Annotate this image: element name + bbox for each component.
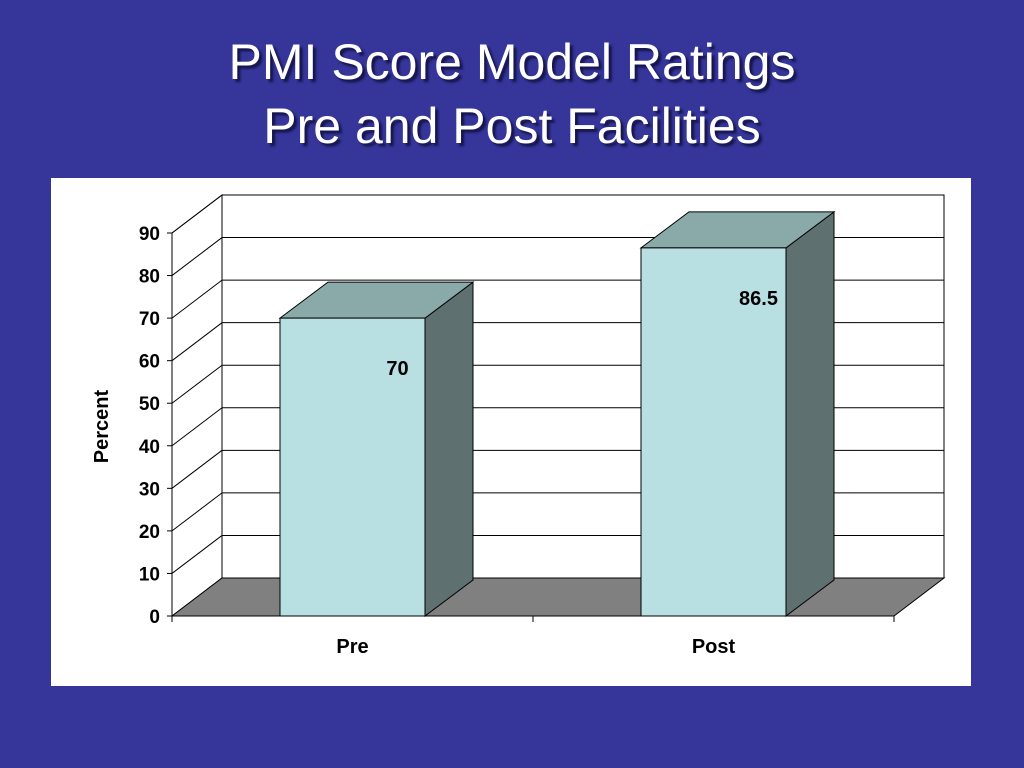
y-axis-title: Percent bbox=[91, 389, 113, 463]
bar-front-face bbox=[640, 247, 787, 617]
chart-panel: 0 10 20 30 40 50 60 70 80 90 Percent 70 Pre 86.5 Post bbox=[51, 178, 971, 686]
chart-side-wall bbox=[171, 193, 223, 618]
y-tick-label: 70 bbox=[139, 309, 160, 330]
bar-chart: 0 10 20 30 40 50 60 70 80 90 Percent 70 Pre 86.5 Post bbox=[91, 193, 946, 658]
y-tick-label: 30 bbox=[139, 479, 160, 500]
y-tick-label: 0 bbox=[149, 607, 160, 628]
bar-pre: 70 bbox=[278, 281, 475, 617]
data-label: 70 bbox=[386, 358, 408, 380]
y-tick-label: 90 bbox=[139, 224, 160, 245]
gridline-side bbox=[171, 535, 223, 574]
bar-side-face bbox=[424, 281, 474, 617]
y-tick-label: 10 bbox=[139, 564, 160, 585]
slide-title-line-2: Pre and Post Facilities bbox=[263, 98, 761, 154]
y-tick-label: 40 bbox=[139, 437, 160, 458]
slide-title: PMI Score Model Ratings Pre and Post Fac… bbox=[0, 30, 1024, 158]
gridline-side bbox=[171, 492, 223, 532]
gridline-side bbox=[171, 194, 223, 234]
y-tick-label: 60 bbox=[139, 352, 160, 373]
gridline-side bbox=[171, 322, 223, 362]
gridline-side bbox=[171, 279, 223, 319]
gridline-side bbox=[171, 407, 223, 447]
y-tick-label: 50 bbox=[139, 394, 160, 415]
bar-post: 86.5 bbox=[639, 210, 836, 617]
bar-front-face bbox=[279, 317, 426, 617]
gridline-side bbox=[171, 237, 223, 276]
gridline-side bbox=[171, 364, 223, 404]
y-tick-label: 20 bbox=[139, 522, 160, 543]
slide-title-line-1: PMI Score Model Ratings bbox=[228, 34, 796, 90]
x-category-label: Pre bbox=[336, 636, 368, 658]
data-label: 86.5 bbox=[739, 288, 778, 310]
x-category-label: Post bbox=[692, 636, 736, 658]
gridline-side bbox=[171, 449, 223, 489]
bar-side-face bbox=[785, 210, 835, 617]
y-tick-label: 80 bbox=[139, 267, 160, 288]
